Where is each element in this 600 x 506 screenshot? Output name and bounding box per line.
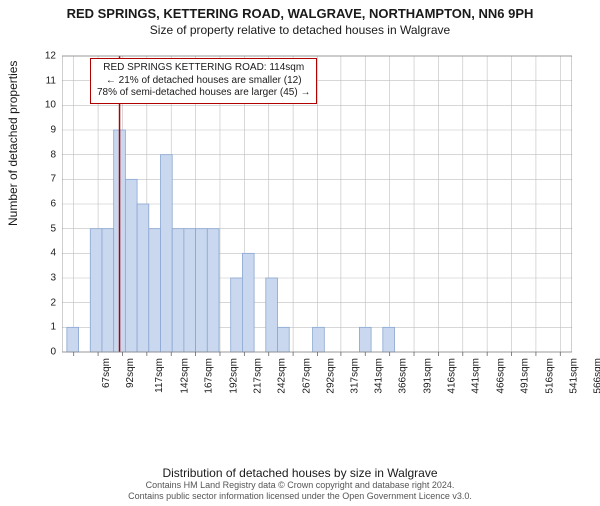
y-tick-label: 9 — [50, 125, 56, 136]
y-tick-label: 4 — [50, 248, 56, 259]
annotation-line3: 78% of semi-detached houses are larger (… — [97, 87, 310, 100]
annotation-line1: RED SPRINGS KETTERING ROAD: 114sqm — [97, 62, 310, 75]
footer-line2: Contains public sector information licen… — [0, 491, 600, 502]
y-tick-label: 8 — [50, 149, 56, 160]
x-tick-label: 92sqm — [125, 358, 136, 388]
x-tick-label: 341sqm — [373, 358, 384, 394]
y-tick-label: 6 — [50, 199, 56, 210]
x-tick-label: 67sqm — [101, 358, 112, 388]
x-tick-label: 117sqm — [154, 358, 165, 393]
y-tick-label: 7 — [50, 174, 56, 185]
annotation-line2: ← 21% of detached houses are smaller (12… — [97, 75, 310, 88]
x-tick-label: 192sqm — [228, 358, 239, 394]
x-tick-label: 391sqm — [422, 358, 433, 394]
x-tick-label: 267sqm — [301, 358, 312, 394]
marker-annotation: RED SPRINGS KETTERING ROAD: 114sqm ← 21%… — [90, 58, 317, 104]
page-title: RED SPRINGS, KETTERING ROAD, WALGRAVE, N… — [0, 6, 600, 21]
footer-attribution: Contains HM Land Registry data © Crown c… — [0, 480, 600, 502]
x-tick-label: 292sqm — [326, 358, 337, 394]
x-tick-label: 491sqm — [520, 358, 531, 394]
y-tick-label: 12 — [45, 51, 56, 62]
y-tick-label: 11 — [46, 75, 56, 86]
x-tick-label: 466sqm — [495, 358, 506, 394]
x-tick-label: 541sqm — [568, 358, 579, 394]
x-tick-label: 366sqm — [398, 358, 409, 394]
x-tick-label: 416sqm — [447, 358, 458, 394]
page-subtitle: Size of property relative to detached ho… — [0, 23, 600, 37]
x-axis-label: Distribution of detached houses by size … — [0, 466, 600, 480]
y-tick-label: 1 — [50, 322, 56, 333]
x-tick-label: 167sqm — [204, 358, 215, 394]
x-tick-label: 317sqm — [350, 358, 361, 394]
x-tick-label: 516sqm — [544, 358, 555, 394]
x-tick-label: 242sqm — [277, 358, 288, 394]
x-tick-label: 441sqm — [471, 358, 482, 394]
x-tick-label: 566sqm — [593, 358, 600, 394]
y-tick-label: 0 — [50, 347, 56, 358]
footer-line1: Contains HM Land Registry data © Crown c… — [0, 480, 600, 491]
y-tick-label: 2 — [50, 297, 56, 308]
y-axis-label: Number of detached properties — [6, 61, 20, 226]
y-tick-label: 3 — [50, 273, 56, 284]
x-tick-label: 217sqm — [253, 358, 264, 394]
x-tick-label: 142sqm — [179, 358, 190, 394]
y-tick-label: 10 — [45, 100, 56, 111]
y-tick-label: 5 — [50, 223, 56, 234]
